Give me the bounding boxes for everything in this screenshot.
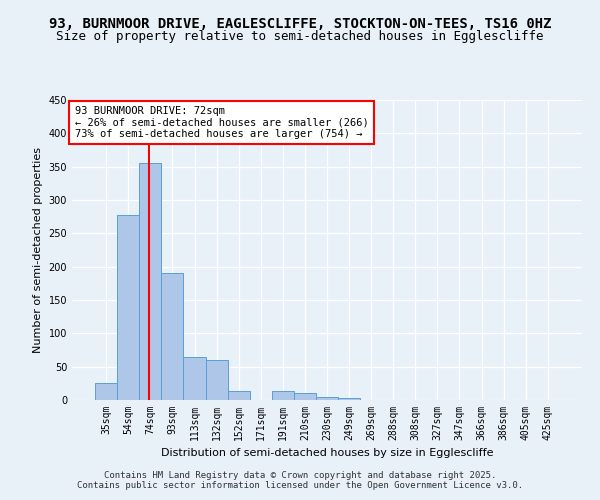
Bar [139,164,161,400]
Bar [117,214,139,400]
Y-axis label: Number of semi-detached properties: Number of semi-detached properties [33,147,43,353]
Bar [272,392,294,400]
Bar [227,392,250,400]
Bar [95,384,117,400]
Bar [206,360,227,400]
Bar [161,274,184,400]
Bar [184,356,206,400]
Text: Size of property relative to semi-detached houses in Egglescliffe: Size of property relative to semi-detach… [56,30,544,43]
Bar [316,396,338,400]
Text: 93 BURNMOOR DRIVE: 72sqm
← 26% of semi-detached houses are smaller (266)
73% of : 93 BURNMOOR DRIVE: 72sqm ← 26% of semi-d… [74,106,368,139]
Bar [294,394,316,400]
Text: Contains HM Land Registry data © Crown copyright and database right 2025.
Contai: Contains HM Land Registry data © Crown c… [77,470,523,490]
Text: 93, BURNMOOR DRIVE, EAGLESCLIFFE, STOCKTON-ON-TEES, TS16 0HZ: 93, BURNMOOR DRIVE, EAGLESCLIFFE, STOCKT… [49,18,551,32]
X-axis label: Distribution of semi-detached houses by size in Egglescliffe: Distribution of semi-detached houses by … [161,448,493,458]
Bar [338,398,360,400]
